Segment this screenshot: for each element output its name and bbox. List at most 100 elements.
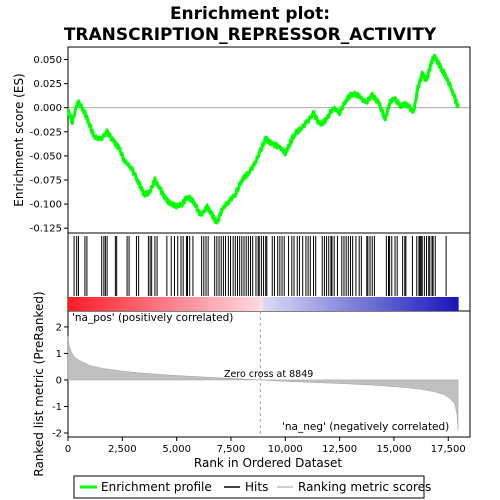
rank-color-segment — [122, 297, 128, 311]
metric-y-tick-label: -1 — [52, 402, 62, 413]
rank-color-segment — [157, 297, 163, 311]
rank-color-segment — [305, 297, 311, 311]
x-axis-label: Rank in Ordered Dataset — [194, 456, 342, 470]
metric-y-tick-label: 0 — [56, 375, 62, 386]
rank-color-segment — [282, 297, 288, 311]
rank-color-segment — [411, 297, 416, 311]
rank-color-segment — [75, 297, 81, 311]
rank-color-segment — [118, 297, 124, 311]
rank-color-segment — [216, 297, 221, 311]
rank-color-segment — [298, 297, 303, 311]
rank-color-segment — [348, 297, 354, 311]
rank-color-segment — [442, 297, 447, 311]
legend: Enrichment profile Hits Ranking metric s… — [73, 475, 431, 499]
rank-color-segment — [142, 297, 147, 311]
rank-color-segment — [103, 297, 108, 311]
rank-color-segment — [302, 297, 307, 311]
rank-color-segment — [255, 297, 260, 311]
metric-y-axis: 2 1 0 -1 -2 — [52, 322, 68, 440]
es-y-tick-label: 0.000 — [33, 103, 62, 114]
metric-y-axis-label: Ranked list metric (PreRanked) — [32, 291, 46, 476]
rank-color-segment — [352, 297, 358, 311]
rank-color-segment — [149, 297, 155, 311]
rank-color-segment — [259, 297, 264, 311]
rank-color-segment — [224, 297, 229, 311]
es-y-tick-label: -0.100 — [30, 200, 62, 211]
enrichment-profile-line — [66, 53, 460, 225]
rank-color-segment — [278, 297, 284, 311]
rank-color-segment — [333, 297, 338, 311]
rank-color-segment — [71, 297, 77, 311]
rank-color-segment — [344, 297, 350, 311]
rank-color-segment — [380, 297, 385, 311]
rank-color-segment — [181, 297, 186, 311]
rank-color-segment — [329, 297, 334, 311]
es-y-tick-label: -0.050 — [30, 151, 62, 162]
x-tick-label: 0 — [65, 444, 71, 455]
rank-color-segment — [220, 297, 225, 311]
rank-color-segment — [173, 297, 178, 311]
rank-color-segment — [317, 297, 323, 311]
rank-color-segment — [403, 297, 408, 311]
legend-label-enrichment: Enrichment profile — [101, 480, 212, 494]
rank-color-segment — [177, 297, 182, 311]
rank-color-segment — [79, 297, 85, 311]
rank-color-segment — [383, 297, 389, 311]
rank-color-segment — [83, 297, 89, 311]
legend-label-hits: Hits — [245, 480, 268, 494]
rank-color-segment — [446, 297, 451, 311]
rank-color-segment — [138, 297, 143, 311]
rank-color-segment — [426, 297, 432, 311]
rank-color-segment — [192, 297, 198, 311]
zero-cross-label: Zero cross at 8849 — [224, 369, 313, 380]
rank-color-segment — [399, 297, 405, 311]
metric-y-tick-label: -2 — [52, 429, 62, 440]
rank-color-segment — [454, 297, 459, 311]
rank-color-segment — [372, 297, 377, 311]
x-tick-label: 17,500 — [431, 444, 466, 455]
x-tick-label: 12,500 — [322, 444, 357, 455]
rank-color-segment — [337, 297, 342, 311]
rank-color-segment — [153, 297, 159, 311]
rank-color-segment — [110, 297, 116, 311]
rank-color-segment — [134, 297, 139, 311]
x-tick-label: 15,000 — [376, 444, 411, 455]
rank-color-segment — [196, 297, 202, 311]
rank-color-segment — [227, 297, 233, 311]
rank-color-segment — [114, 297, 120, 311]
rank-color-segment — [438, 297, 444, 311]
rank-color-segment — [235, 297, 241, 311]
rank-color-segment — [286, 297, 291, 311]
rank-color-segment — [325, 297, 330, 311]
rank-color-segment — [204, 297, 210, 311]
metric-y-tick-label: 1 — [56, 349, 62, 360]
rank-color-segment — [266, 297, 272, 311]
es-y-tick-label: 0.050 — [33, 55, 62, 66]
ranking-metric-scores — [67, 336, 459, 431]
rank-color-segment — [422, 297, 428, 311]
rank-color-segment — [169, 297, 174, 311]
rank-color-segment — [270, 297, 276, 311]
rank-color-segment — [130, 297, 135, 311]
na-neg-label: 'na_neg' (negatively correlated) — [282, 421, 449, 433]
rank-color-segment — [387, 297, 393, 311]
es-y-axis: 0.050 0.025 0.000 -0.025 -0.050 -0.075 -0.100 -… — [30, 55, 68, 235]
rank-color-segment — [321, 297, 327, 311]
rank-color-segment — [231, 297, 237, 311]
rank-color-segment — [356, 297, 362, 311]
na-pos-label: 'na_pos' (positively correlated) — [72, 312, 233, 324]
ranking-metric-area — [67, 336, 459, 431]
rank-color-segment — [107, 297, 112, 311]
rank-color-segment — [395, 297, 401, 311]
rank-color-segment — [309, 297, 315, 311]
es-y-tick-label: 0.025 — [33, 79, 62, 90]
rank-color-segment — [313, 297, 319, 311]
rank-color-segment — [294, 297, 299, 311]
rank-color-segment — [251, 297, 256, 311]
rank-color-segment — [274, 297, 280, 311]
rank-color-segment — [161, 297, 167, 311]
es-y-axis-label: Enrichment score (ES) — [12, 73, 26, 206]
rank-color-segment — [391, 297, 397, 311]
x-tick-label: 5,000 — [162, 444, 191, 455]
